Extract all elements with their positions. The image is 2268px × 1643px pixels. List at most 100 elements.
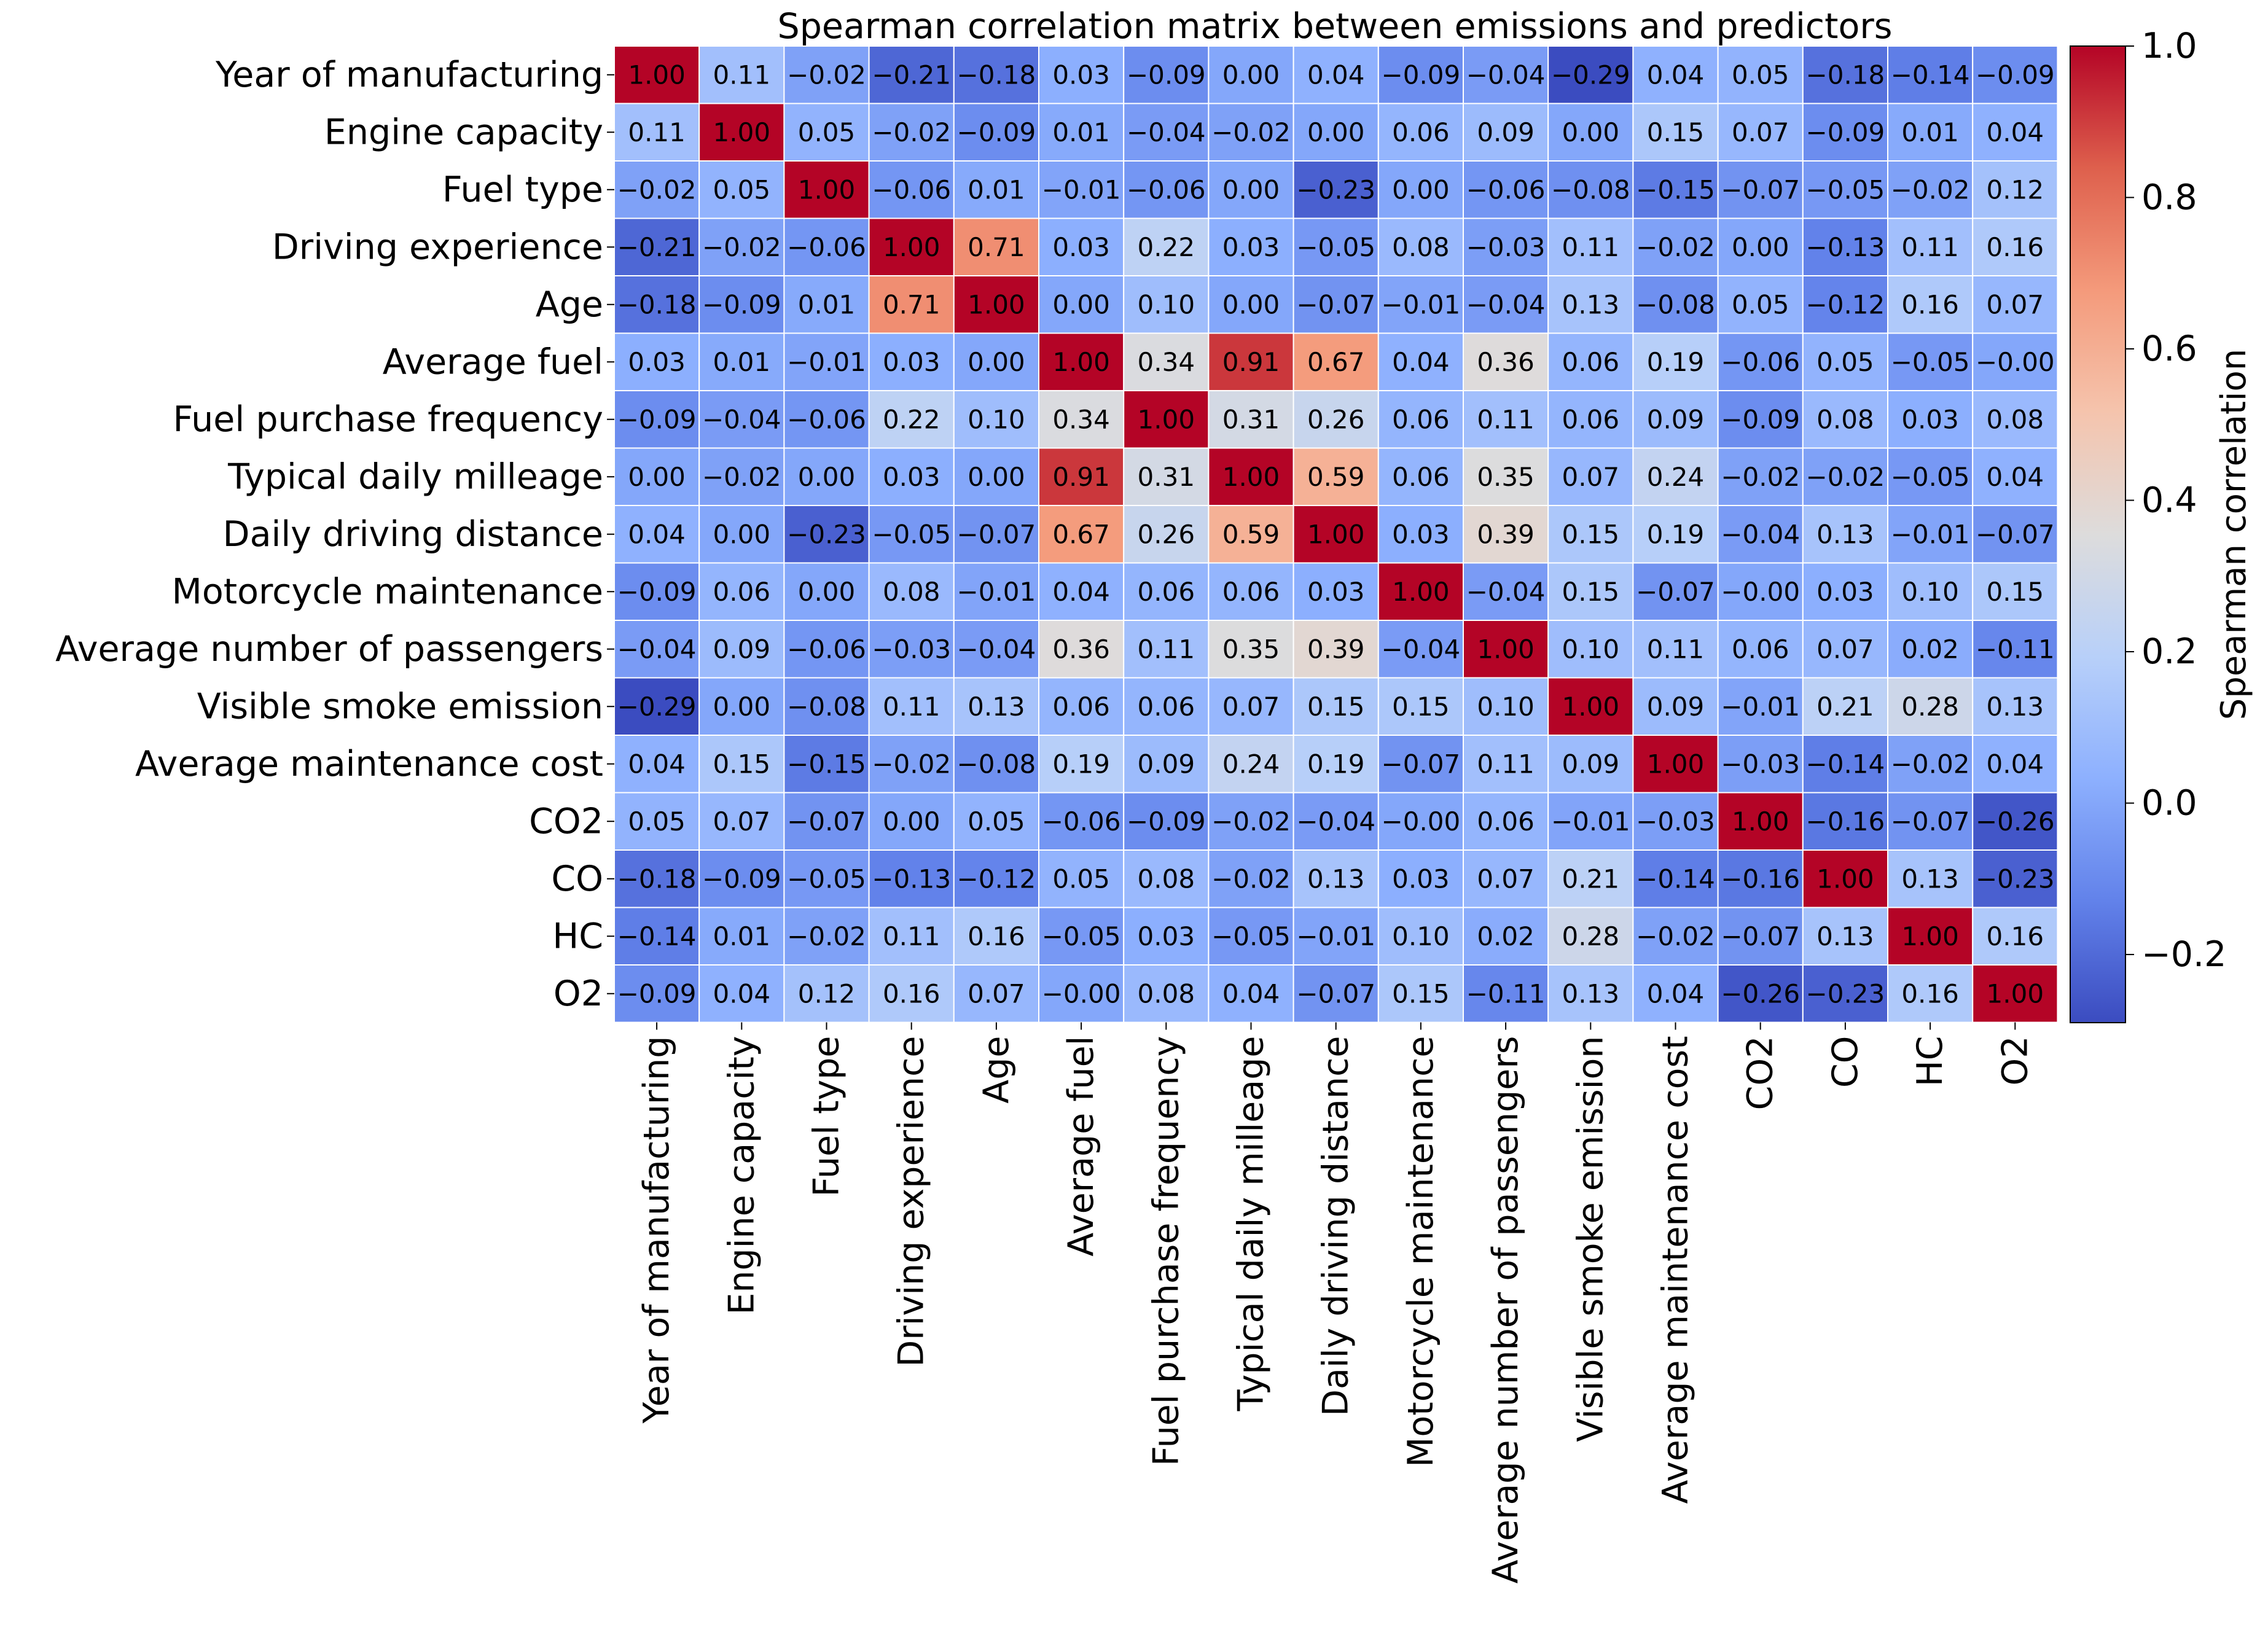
cell-value-label: 0.09 — [1562, 749, 1620, 779]
cell-value-label: 0.15 — [1562, 577, 1620, 607]
cell-value-label: 1.00 — [1392, 577, 1450, 607]
heatmap-cell — [953, 103, 1040, 162]
heatmap-cell — [1123, 505, 1210, 564]
cell-value-label: 1.00 — [1901, 921, 1959, 951]
cell-value-label: −0.21 — [872, 60, 951, 90]
heatmap-cell — [1887, 735, 1974, 794]
cell-value-label: −0.07 — [1636, 577, 1715, 607]
cell-value-label: 0.03 — [1392, 519, 1450, 549]
cell-value-label: −0.01 — [787, 347, 866, 377]
heatmap-cell — [614, 907, 700, 966]
heatmap-cell — [614, 390, 700, 449]
cell-value-label: 0.08 — [1392, 232, 1450, 262]
cell-value-label: 0.01 — [1901, 117, 1959, 147]
column-label: O2 — [1995, 1036, 2035, 1086]
column-label: Motorcycle maintenance — [1401, 1036, 1441, 1467]
cell-value-label: 0.07 — [1816, 634, 1874, 664]
cell-value-label: −0.02 — [1891, 174, 1970, 205]
cell-value-label: 0.10 — [1901, 577, 1959, 607]
heatmap-cell — [1292, 964, 1379, 1023]
cell-value-label: 0.21 — [1562, 864, 1620, 894]
cell-value-label: −0.07 — [1891, 806, 1970, 837]
heatmap-cell — [1292, 505, 1379, 564]
cell-value-label: −0.03 — [1721, 749, 1800, 779]
cell-value-label: 0.15 — [1987, 577, 2044, 607]
heatmap-cell — [1802, 562, 1889, 621]
cell-value-label: 0.03 — [883, 462, 940, 492]
heatmap-cell — [1292, 332, 1379, 391]
heatmap-cell — [698, 45, 785, 104]
heatmap-cell — [1632, 964, 1719, 1023]
heatmap-cell — [868, 275, 955, 334]
row-label: CO — [551, 859, 603, 899]
cell-value-label: 0.07 — [1732, 117, 1789, 147]
cell-value-label: −0.06 — [787, 404, 866, 434]
column-label: HC — [1910, 1036, 1950, 1087]
cell-value-label: 0.71 — [968, 232, 1025, 262]
heatmap-cell — [1632, 390, 1719, 449]
heatmap-cell — [783, 907, 870, 966]
cell-value-label: 0.09 — [1138, 749, 1195, 779]
heatmap-cell — [698, 275, 785, 334]
cell-value-label: 0.06 — [1392, 462, 1450, 492]
heatmap-cell — [1972, 792, 2059, 851]
heatmap-cell — [1802, 332, 1889, 391]
cell-value-label: −0.05 — [787, 864, 866, 894]
cell-value-label: −0.02 — [1211, 806, 1291, 837]
cell-value-label: −0.23 — [1296, 174, 1375, 205]
cell-value-label: −0.01 — [1721, 692, 1800, 722]
cell-value-label: 0.00 — [1222, 60, 1280, 90]
heatmap-cell — [868, 217, 955, 276]
cell-value-label: 0.19 — [1052, 749, 1110, 779]
colorbar-label: Spearman correlation — [2214, 349, 2254, 720]
cell-value-label: 0.15 — [1647, 117, 1705, 147]
cell-value-label: −0.04 — [1382, 634, 1461, 664]
cell-value-label: −0.03 — [1636, 806, 1715, 837]
heatmap-cell — [698, 620, 785, 679]
heatmap-cell — [1292, 275, 1379, 334]
cell-value-label: 0.19 — [1647, 347, 1705, 377]
heatmap-cell — [953, 792, 1040, 851]
cell-value-label: 0.34 — [1138, 347, 1195, 377]
cell-value-label: −0.29 — [1551, 60, 1630, 90]
heatmap-cell — [1292, 677, 1379, 736]
cell-value-label: −0.06 — [1466, 174, 1546, 205]
cell-value-label: 0.01 — [713, 347, 771, 377]
heatmap-cell — [868, 562, 955, 621]
cell-value-label: −0.09 — [1127, 806, 1206, 837]
cell-value-label: −0.11 — [1976, 634, 2055, 664]
cell-value-label: 0.21 — [1816, 692, 1874, 722]
heatmap-cell — [698, 849, 785, 908]
cell-value-label: 0.35 — [1477, 462, 1535, 492]
colorbar-tick-label: 0.2 — [2141, 631, 2197, 672]
cell-value-label: −0.05 — [1806, 174, 1885, 205]
cell-value-label: −0.11 — [1466, 978, 1546, 1009]
cell-value-label: −0.04 — [957, 634, 1036, 664]
cell-value-label: −0.05 — [1891, 347, 1970, 377]
cell-value-label: −0.18 — [617, 864, 697, 894]
heatmap-cell — [1717, 45, 1804, 104]
heatmap-cell — [783, 964, 870, 1023]
cell-value-label: 0.11 — [1477, 749, 1535, 779]
cell-value-label: 0.22 — [883, 404, 940, 434]
cell-value-label: −0.09 — [617, 404, 697, 434]
cell-value-label: 0.05 — [1732, 289, 1789, 319]
heatmap-cell — [1208, 620, 1294, 679]
cell-value-label: 0.02 — [1477, 921, 1535, 951]
heatmap-cell — [698, 677, 785, 736]
cell-value-label: −0.07 — [1721, 174, 1800, 205]
heatmap-cell — [1547, 849, 1634, 908]
heatmap-cell — [1717, 849, 1804, 908]
heatmap-cell — [1038, 677, 1125, 736]
cell-value-label: 1.00 — [1307, 519, 1365, 549]
cell-value-label: 0.06 — [1138, 692, 1195, 722]
heatmap-cell — [1887, 792, 1974, 851]
heatmap-cell — [1208, 217, 1294, 276]
cell-value-label: 0.28 — [1562, 921, 1620, 951]
heatmap-cell — [1208, 562, 1294, 621]
cell-value-label: 0.04 — [1307, 60, 1365, 90]
heatmap-cell — [1377, 907, 1464, 966]
cell-value-label: 1.00 — [968, 289, 1025, 319]
cell-value-label: 1.00 — [1987, 978, 2044, 1009]
cell-value-label: −0.07 — [1296, 289, 1375, 319]
